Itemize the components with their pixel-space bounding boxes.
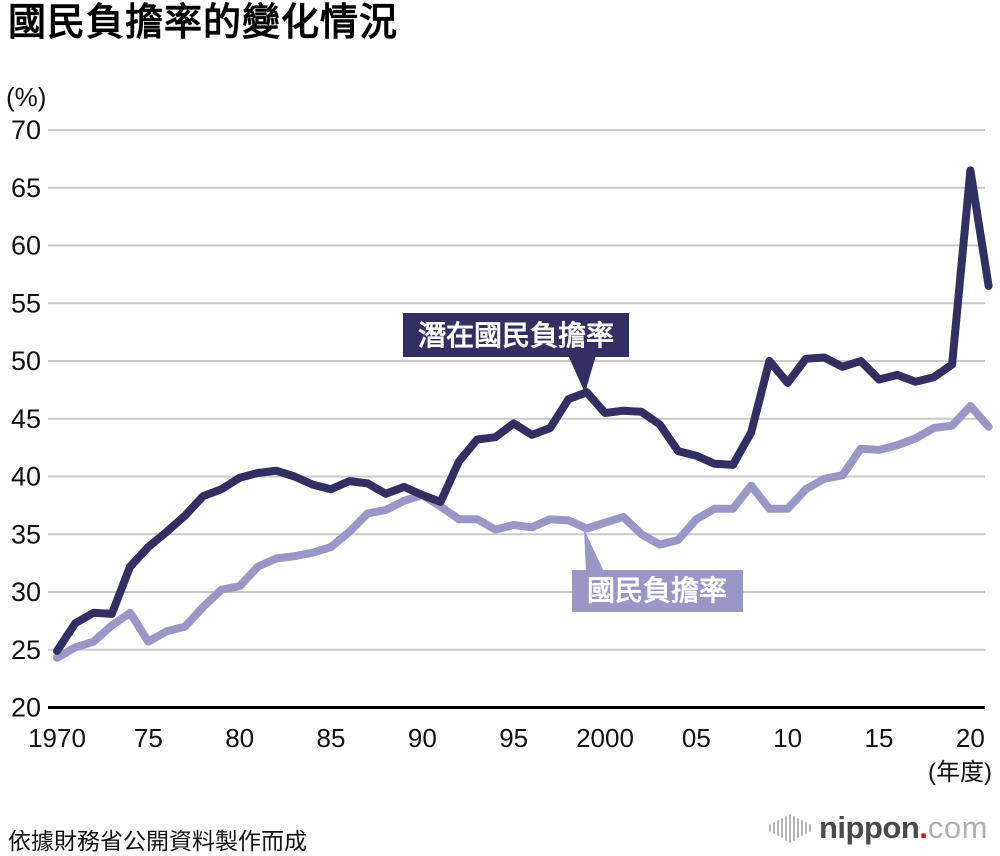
x-tick-label: 2000 bbox=[576, 723, 634, 753]
callout-actual-pointer bbox=[584, 529, 604, 572]
callout-potential-pointer bbox=[568, 355, 596, 393]
page-title: 國民負擔率的變化情況 bbox=[8, 2, 399, 44]
x-tick-label: 10 bbox=[773, 723, 802, 753]
y-tick-label: 20 bbox=[11, 693, 41, 723]
y-tick-label: 60 bbox=[11, 231, 41, 261]
logo-dot: . bbox=[919, 810, 928, 845]
x-tick-label: 1970 bbox=[28, 723, 86, 753]
logo-brand-text: nippon bbox=[819, 810, 920, 845]
y-tick-label: 65 bbox=[11, 173, 41, 203]
y-tick-label: 35 bbox=[11, 519, 41, 549]
logo-tld-text: com bbox=[927, 810, 988, 845]
x-tick-label: 75 bbox=[134, 723, 163, 753]
series-line-actual bbox=[53, 402, 993, 662]
x-tick-label: 95 bbox=[499, 723, 528, 753]
y-tick-label: 55 bbox=[11, 288, 41, 318]
x-tick-label: 20 bbox=[956, 723, 985, 753]
y-tick-label: 45 bbox=[11, 404, 41, 434]
x-tick-label: 80 bbox=[225, 723, 254, 753]
callout-potential-box bbox=[403, 313, 629, 357]
y-tick-label: 50 bbox=[11, 346, 41, 376]
x-tick-label: 90 bbox=[408, 723, 437, 753]
callout-potential-label: 潛在國民負擔率 bbox=[418, 319, 614, 351]
callout-actual-box bbox=[572, 570, 743, 612]
y-tick-label: 70 bbox=[11, 115, 41, 145]
y-tick-label: 40 bbox=[11, 462, 41, 492]
x-tick-label: 05 bbox=[682, 723, 711, 753]
callout-actual-label: 國民負擔率 bbox=[587, 574, 727, 606]
x-tick-label: 85 bbox=[317, 723, 346, 753]
soundwave-bars-icon bbox=[769, 811, 811, 845]
y-tick-label: 30 bbox=[11, 577, 41, 607]
source-note: 依據財務省公開資料製作而成 bbox=[8, 828, 307, 854]
x-unit-label: (年度) bbox=[928, 759, 992, 786]
y-unit-label: (%) bbox=[6, 82, 46, 112]
series-line-potential bbox=[53, 166, 993, 655]
x-tick-label: 15 bbox=[865, 723, 894, 753]
chart-svg: 20 25 30 35 40 45 50 55 60 65 70 1970 75 80 85 90 95 2000… bbox=[6, 82, 993, 786]
nippon-logo: nippon . com bbox=[769, 810, 988, 846]
y-tick-label: 25 bbox=[11, 635, 41, 665]
